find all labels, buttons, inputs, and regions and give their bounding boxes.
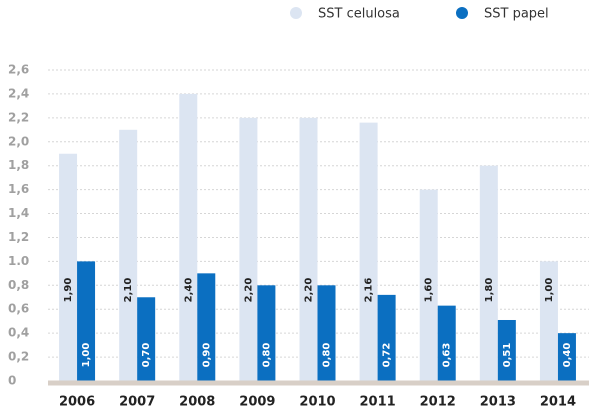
value-label: 0,51 [502,343,513,368]
bar [197,273,216,381]
value-label: 1,60 [424,278,435,303]
bar [137,297,156,381]
y-tick-label: 2,0 [8,134,29,148]
y-tick-label: 0,6 [8,302,29,316]
x-tick-label: 2008 [179,395,215,410]
x-tick-label: 2011 [360,395,396,410]
value-label: 2,20 [243,278,254,303]
legend-marker [456,7,468,19]
value-label: 0,80 [322,343,333,368]
value-label: 0,90 [201,343,212,368]
value-label: 2,20 [304,278,315,303]
value-label: 0,40 [562,343,573,368]
y-tick-label: 0 [8,374,16,388]
value-label: 0,72 [382,343,393,368]
value-label: 1,00 [81,343,92,368]
bar [257,285,276,381]
x-tick-label: 2010 [299,395,335,410]
bar [317,285,336,381]
y-tick-label: 1,8 [8,158,29,172]
bar [437,305,456,381]
bar [299,117,318,381]
y-tick-label: 1,6 [8,182,29,196]
y-tick-label: 1,2 [8,230,29,244]
bar [77,261,96,381]
value-label: 2,10 [123,278,134,303]
y-tick-label: 0,2 [8,350,29,364]
value-label: 1,90 [63,278,74,303]
y-tick-label: 0,8 [8,278,29,292]
legend-label: SST celulosa [318,7,400,22]
bar [239,117,258,381]
x-tick-label: 2014 [540,395,576,410]
x-tick-label: 2006 [59,395,95,410]
legend-label: SST papel [484,7,549,22]
bar [419,189,438,381]
y-tick-label: 1,4 [8,206,29,220]
value-label: 0,63 [442,343,453,368]
bar [59,153,78,381]
x-tick-label: 2013 [480,395,516,410]
x-tick-label: 2012 [420,395,456,410]
bar [377,294,396,381]
y-tick-label: 0,4 [8,326,29,340]
bar [557,333,576,381]
y-tick-label: 2,2 [8,110,29,124]
x-tick-label: 2007 [119,395,155,410]
bar [539,261,558,381]
bar [179,93,198,381]
y-tick-label: 1.0 [8,254,29,268]
bar [497,319,516,381]
legend-marker [290,7,302,19]
value-label: 1,80 [484,278,495,303]
value-label: 2,40 [183,278,194,303]
x-tick-label: 2009 [239,395,275,410]
value-label: 1,00 [544,278,555,303]
value-label: 0,70 [141,343,152,368]
bar [119,129,138,381]
y-tick-label: 2,6 [8,63,29,77]
bar [359,122,378,381]
y-tick-label: 2,4 [8,86,29,100]
bar [479,165,498,381]
value-label: 2,16 [364,278,375,303]
value-label: 0,80 [261,343,272,368]
